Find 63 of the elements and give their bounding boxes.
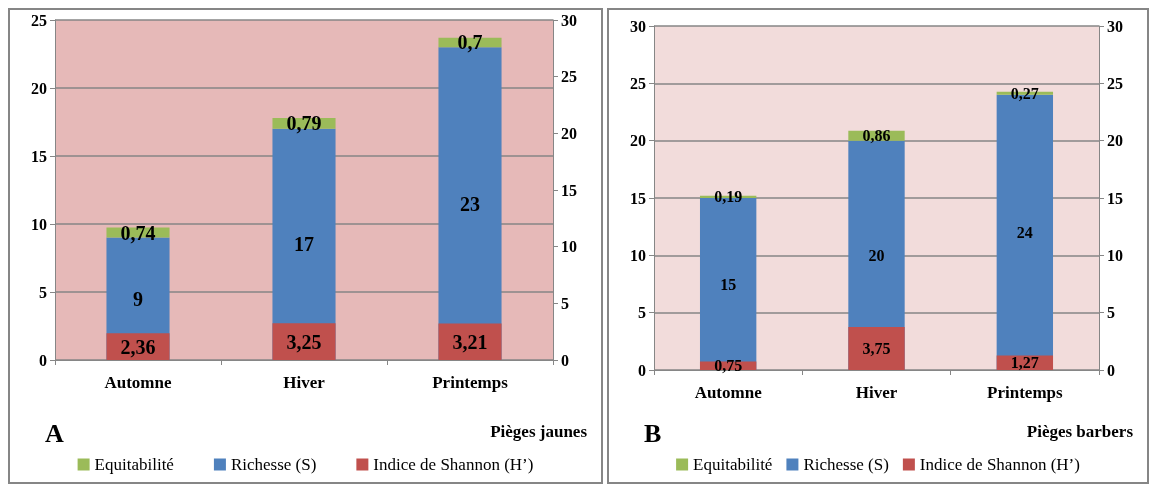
y2-tick-label: 30 (1107, 17, 1123, 35)
y-tick-label: 0 (39, 351, 47, 369)
y2-tick-label: 5 (1107, 304, 1115, 322)
bar (272, 323, 336, 360)
y2-tick-label: 0 (1107, 361, 1115, 379)
y2-tick-label: 15 (561, 181, 577, 199)
y-tick-label: 0 (638, 361, 646, 379)
y2-tick-label: 25 (561, 68, 577, 86)
x-tick-label: Automne (694, 383, 763, 402)
y-tick-label: 15 (31, 147, 47, 165)
x-tick-label: Printemps (432, 373, 509, 392)
x-axis-title: Pièges jaunes (490, 422, 588, 441)
x-tick-label: Printemps (987, 383, 1063, 402)
y2-tick-label: 30 (561, 11, 577, 29)
y2-tick-label: 0 (561, 351, 569, 369)
data-label: 9 (133, 287, 143, 310)
y2-tick-label: 25 (1107, 74, 1123, 92)
y-tick-label: 20 (630, 132, 646, 150)
y-tick-label: 25 (31, 11, 47, 29)
y-tick-label: 10 (630, 246, 646, 264)
data-label: 1,27 (1010, 354, 1039, 372)
data-label: 0,75 (714, 357, 743, 375)
y-tick-label: 30 (630, 17, 646, 35)
data-label: 0,86 (862, 127, 891, 145)
y2-tick-label: 20 (561, 124, 577, 142)
data-label: 0,27 (1010, 84, 1039, 102)
legend-label: Indice de Shannon (H’) (373, 455, 534, 474)
data-label: 0,74 (120, 221, 156, 244)
legend-label: Equitabilité (94, 455, 174, 474)
legend-label: Indice de Shannon (H’) (919, 455, 1080, 474)
x-axis-title: Pièges barbers (1026, 422, 1134, 441)
y2-tick-label: 20 (1107, 132, 1123, 150)
data-label: 0,79 (286, 112, 322, 135)
data-label: 23 (460, 192, 480, 215)
data-label: 20 (868, 246, 885, 264)
data-label: 15 (720, 275, 737, 293)
y-tick-label: 15 (630, 189, 646, 207)
legend-label: Richesse (S) (230, 455, 317, 474)
data-label: 3,25 (286, 330, 322, 353)
legend-label: Richesse (S) (803, 455, 889, 474)
bar (848, 327, 905, 370)
data-label: 0,19 (714, 188, 743, 206)
data-label: 24 (1016, 223, 1033, 241)
data-label: 2,36 (120, 335, 156, 358)
legend-label: Equitabilité (693, 455, 773, 474)
data-label: 3,75 (862, 340, 891, 357)
data-label: 3,21 (452, 330, 488, 353)
y-tick-label: 10 (31, 215, 47, 233)
y-tick-label: 5 (638, 304, 646, 322)
y2-tick-label: 10 (1107, 246, 1123, 264)
data-label: 17 (294, 233, 314, 256)
y-tick-label: 25 (630, 74, 646, 92)
y-tick-label: 5 (39, 283, 47, 301)
x-tick-label: Automne (104, 373, 172, 392)
data-label: 0,7 (457, 31, 483, 54)
y2-tick-label: 15 (1107, 189, 1123, 207)
text: B (644, 418, 662, 448)
y2-tick-label: 5 (561, 294, 569, 312)
y2-tick-label: 10 (561, 238, 577, 256)
text: A (45, 418, 64, 448)
x-tick-label: Hiver (283, 373, 326, 392)
x-tick-label: Hiver (855, 383, 898, 402)
y-tick-label: 20 (31, 79, 47, 97)
